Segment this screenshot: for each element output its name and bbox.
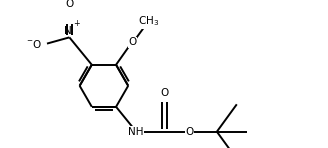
Text: NH: NH (128, 127, 144, 137)
Text: CH$_3$: CH$_3$ (138, 14, 159, 28)
Text: O: O (128, 37, 136, 47)
Text: $^{-}$O: $^{-}$O (26, 38, 42, 50)
Text: +: + (73, 19, 80, 28)
Text: N: N (64, 26, 72, 36)
Text: O: O (160, 88, 169, 98)
Text: O: O (185, 127, 194, 137)
Text: O: O (65, 0, 73, 9)
